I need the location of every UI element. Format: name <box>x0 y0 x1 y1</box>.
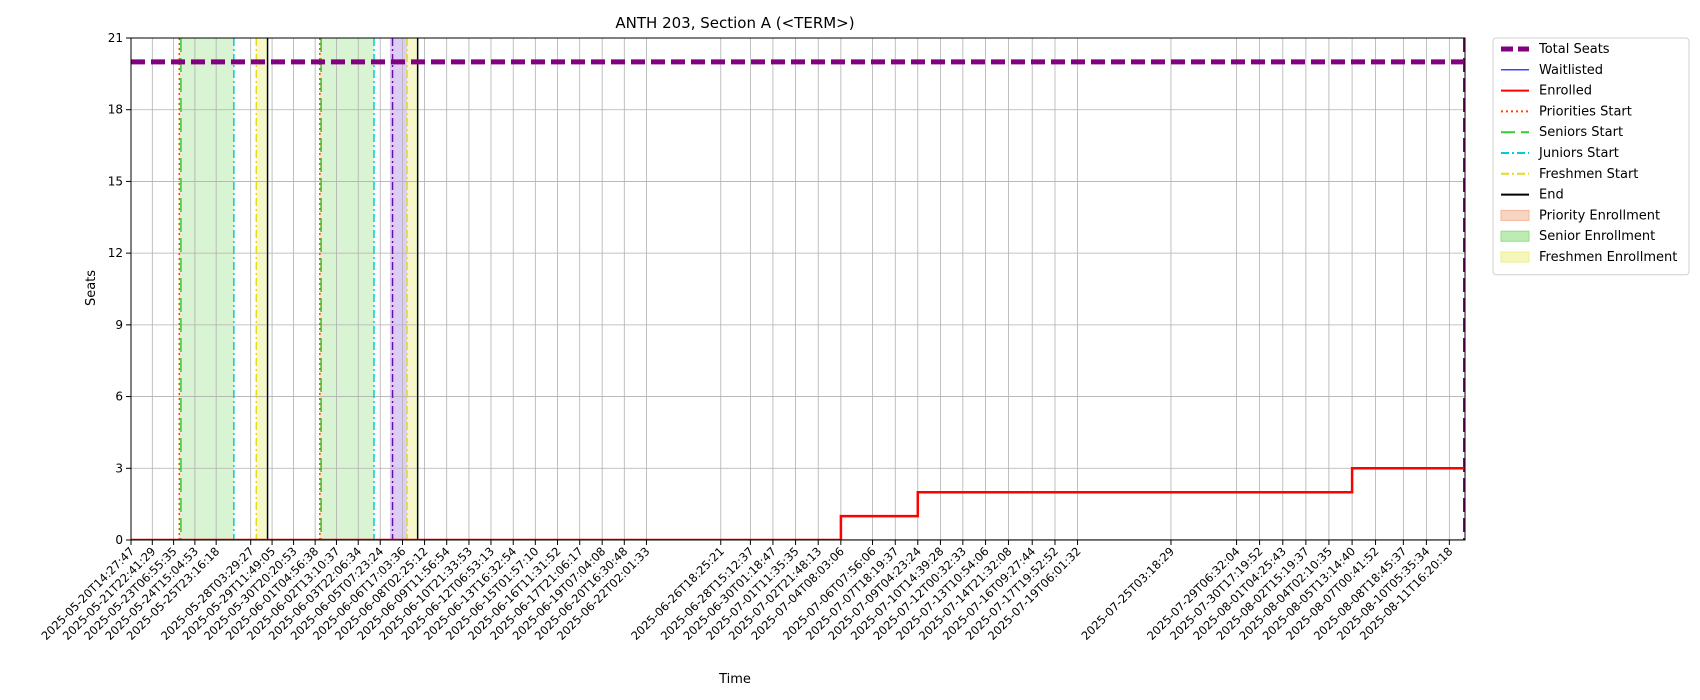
legend-swatch <box>1500 230 1530 242</box>
y-tick-label: 15 <box>108 174 123 188</box>
x-axis-label: Time <box>718 672 751 687</box>
legend: Total Seats Waitlisted Enrolled Priorities … <box>1492 37 1690 276</box>
y-tick-label: 18 <box>108 103 123 117</box>
plot-frame <box>130 37 1466 541</box>
y-tick-label: 9 <box>115 318 123 332</box>
legend-label: Seniors Start <box>1539 125 1623 140</box>
y-tick-label: 3 <box>115 461 123 475</box>
shaded-region <box>256 38 268 540</box>
chart-title: ANTH 203, Section A (<TERM>) <box>615 14 854 32</box>
legend-label: Waitlisted <box>1539 63 1603 78</box>
y-tick-label: 21 <box>108 31 123 45</box>
y-tick-label: 12 <box>108 246 123 260</box>
y-tick-label: 0 <box>115 533 123 547</box>
legend-label: Total Seats <box>1538 42 1610 57</box>
legend-label: Freshmen Enrollment <box>1539 250 1677 265</box>
plot-area: 0369121518212025-05-20T14:27:472025-05-2… <box>38 31 1466 643</box>
shaded-region <box>180 38 234 540</box>
shaded-region <box>407 38 418 540</box>
legend-label: Senior Enrollment <box>1539 229 1655 244</box>
legend-swatch <box>1500 209 1530 221</box>
legend-label: Priority Enrollment <box>1539 208 1660 223</box>
legend-label: Priorities Start <box>1539 104 1632 119</box>
series-line <box>131 467 1465 540</box>
legend-label: End <box>1539 188 1564 203</box>
y-tick-label: 6 <box>115 390 123 404</box>
legend-swatch <box>1500 251 1530 263</box>
shaded-region <box>321 38 375 540</box>
legend-box <box>1492 37 1690 276</box>
legend-label: Enrolled <box>1539 84 1592 99</box>
legend-label: Juniors Start <box>1538 146 1619 161</box>
y-axis-label: Seats <box>84 270 99 306</box>
legend-label: Freshmen Start <box>1539 167 1638 182</box>
shaded-region <box>179 38 181 540</box>
